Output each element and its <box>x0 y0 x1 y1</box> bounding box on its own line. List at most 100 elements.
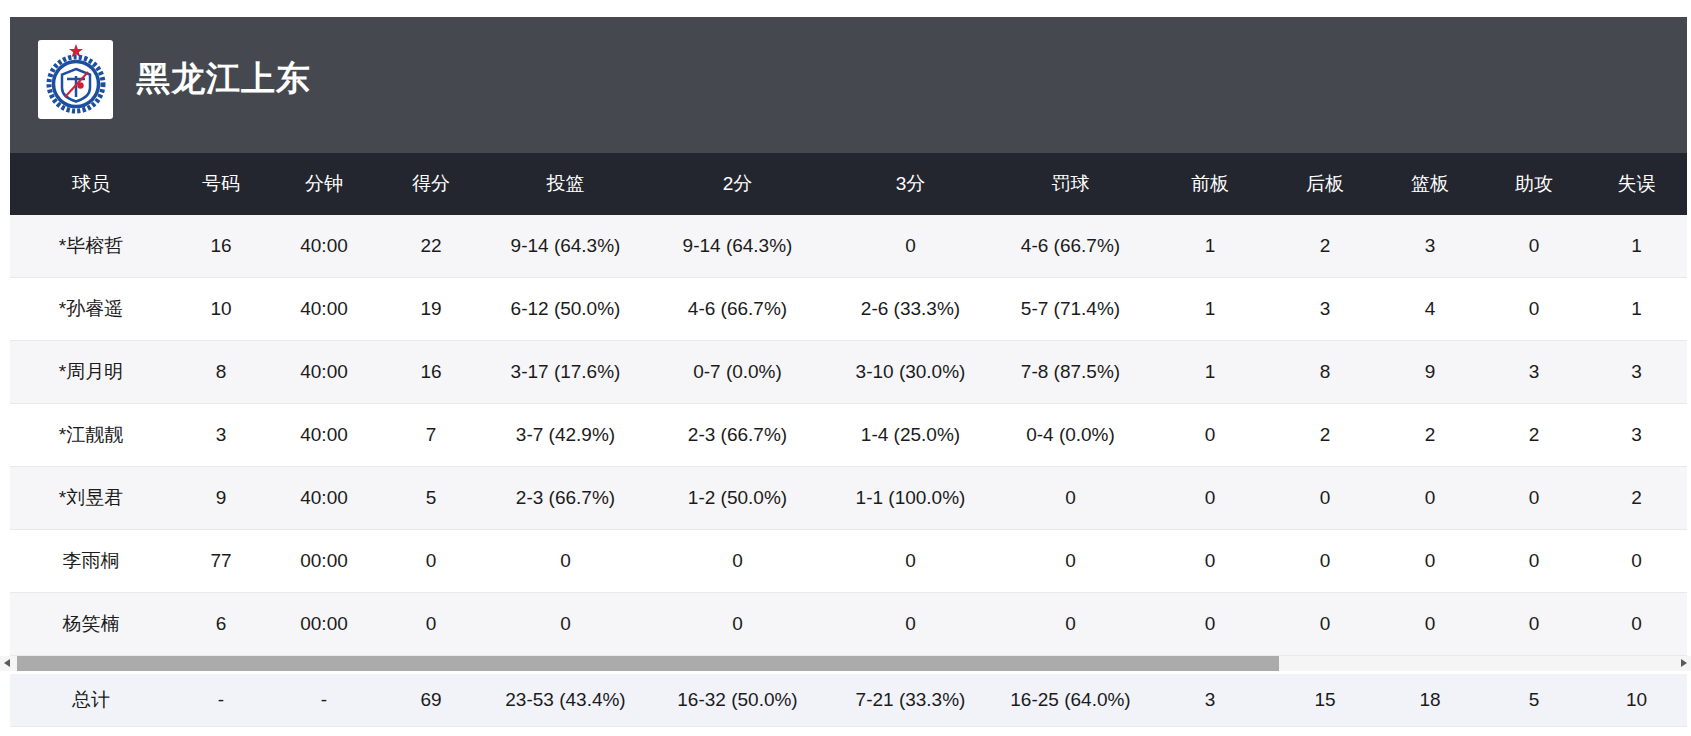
stat-cell: 1 <box>1148 341 1272 404</box>
stat-cell: 4-6 (66.7%) <box>647 278 828 341</box>
total-stat-cell: 15 <box>1272 674 1378 727</box>
stat-cell: 0 <box>828 593 993 656</box>
stat-cell: 1 <box>1586 278 1687 341</box>
stat-cell: 22 <box>378 215 484 278</box>
scrollbar-thumb[interactable] <box>17 656 1279 671</box>
scroll-right-arrow-icon[interactable] <box>1681 659 1687 667</box>
stat-cell: 8 <box>1272 341 1378 404</box>
stat-cell: 0 <box>484 530 647 593</box>
player-name: *毕榕哲 <box>10 215 172 278</box>
stat-cell: 3-10 (30.0%) <box>828 341 993 404</box>
stat-cell: 3 <box>1586 341 1687 404</box>
column-header: 3分 <box>828 153 993 215</box>
column-header: 球员 <box>10 153 172 215</box>
player-name: *刘昱君 <box>10 467 172 530</box>
stat-cell: 0 <box>1272 467 1378 530</box>
column-header: 罚球 <box>993 153 1148 215</box>
stat-cell: 1-4 (25.0%) <box>828 404 993 467</box>
stat-cell: 16 <box>172 215 270 278</box>
stat-cell: 0 <box>1482 467 1586 530</box>
stat-cell: 1 <box>1586 215 1687 278</box>
stat-cell: 5-7 (71.4%) <box>993 278 1148 341</box>
stat-cell: 77 <box>172 530 270 593</box>
stat-cell: 2 <box>1272 404 1378 467</box>
total-stat-cell: 16-32 (50.0%) <box>647 674 828 727</box>
stat-cell: 10 <box>172 278 270 341</box>
column-header: 号码 <box>172 153 270 215</box>
team-crest-icon <box>43 43 109 115</box>
stat-cell: 0 <box>993 467 1148 530</box>
total-stat-cell: 18 <box>1378 674 1482 727</box>
team-name: 黑龙江上东 <box>136 56 311 102</box>
total-stat-cell: 69 <box>378 674 484 727</box>
stat-cell: 0 <box>1272 530 1378 593</box>
stat-cell: 3 <box>1586 404 1687 467</box>
stat-cell: 00:00 <box>270 530 378 593</box>
stat-cell: 2 <box>1378 404 1482 467</box>
stat-cell: 0 <box>1272 593 1378 656</box>
stat-cell: 3 <box>1272 278 1378 341</box>
stat-cell: 1-2 (50.0%) <box>647 467 828 530</box>
stat-cell: 16 <box>378 341 484 404</box>
horizontal-scrollbar[interactable] <box>0 656 1691 671</box>
stat-cell: 0 <box>1378 530 1482 593</box>
stat-cell: 0 <box>828 530 993 593</box>
player-row: 李雨桐7700:000000000000 <box>10 530 1687 593</box>
stat-cell: 2-3 (66.7%) <box>484 467 647 530</box>
scroll-left-arrow-icon[interactable] <box>4 659 10 667</box>
stat-cell: 0 <box>993 530 1148 593</box>
stat-cell: 3 <box>1482 341 1586 404</box>
player-row: 杨笑楠600:000000000000 <box>10 593 1687 656</box>
column-header: 分钟 <box>270 153 378 215</box>
stat-cell: 0 <box>647 530 828 593</box>
stat-cell: 0 <box>1148 593 1272 656</box>
stat-cell: 0 <box>1148 530 1272 593</box>
stat-cell: 0 <box>1586 593 1687 656</box>
player-row: *周月明840:00163-17 (17.6%)0-7 (0.0%)3-10 (… <box>10 341 1687 404</box>
stat-cell: 9-14 (64.3%) <box>647 215 828 278</box>
player-row: *刘昱君940:0052-3 (66.7%)1-2 (50.0%)1-1 (10… <box>10 467 1687 530</box>
column-header: 助攻 <box>1482 153 1586 215</box>
total-table: 总计--6923-53 (43.4%)16-32 (50.0%)7-21 (33… <box>10 674 1687 727</box>
column-header: 篮板 <box>1378 153 1482 215</box>
stat-cell: 9 <box>172 467 270 530</box>
stat-cell: 3-17 (17.6%) <box>484 341 647 404</box>
stat-cell: 0 <box>484 593 647 656</box>
stat-cell: 0 <box>647 593 828 656</box>
stat-cell: 8 <box>172 341 270 404</box>
player-name: *孙睿遥 <box>10 278 172 341</box>
stat-cell: 19 <box>378 278 484 341</box>
team-logo <box>38 40 113 119</box>
stat-cell: 0 <box>378 530 484 593</box>
stat-cell: 3 <box>172 404 270 467</box>
stat-cell: 0 <box>993 593 1148 656</box>
table-body: *毕榕哲1640:00229-14 (64.3%)9-14 (64.3%)04-… <box>10 215 1687 656</box>
team-header: 黑龙江上东 <box>10 17 1687 153</box>
column-header: 失误 <box>1586 153 1687 215</box>
stat-cell: 0 <box>378 593 484 656</box>
stat-cell: 40:00 <box>270 278 378 341</box>
stat-cell: 4 <box>1378 278 1482 341</box>
total-stat-cell: 23-53 (43.4%) <box>484 674 647 727</box>
total-stat-cell: 3 <box>1148 674 1272 727</box>
stat-cell: 3-7 (42.9%) <box>484 404 647 467</box>
stat-cell: 40:00 <box>270 467 378 530</box>
column-header: 后板 <box>1272 153 1378 215</box>
column-header: 投篮 <box>484 153 647 215</box>
player-row: *毕榕哲1640:00229-14 (64.3%)9-14 (64.3%)04-… <box>10 215 1687 278</box>
stat-cell: 1 <box>1148 278 1272 341</box>
stat-cell: 5 <box>378 467 484 530</box>
player-name: *江靓靓 <box>10 404 172 467</box>
stat-cell: 3 <box>1378 215 1482 278</box>
stat-cell: 0 <box>1378 467 1482 530</box>
stat-cell: 7 <box>378 404 484 467</box>
stat-cell: 9 <box>1378 341 1482 404</box>
stat-cell: 0-4 (0.0%) <box>993 404 1148 467</box>
column-header: 2分 <box>647 153 828 215</box>
stat-cell: 00:00 <box>270 593 378 656</box>
team-stats-panel: 黑龙江上东 球员号码分钟得分投篮2分3分罚球前板后板篮板助攻失误 *毕榕哲164… <box>10 17 1687 727</box>
player-name: 李雨桐 <box>10 530 172 593</box>
stat-cell: 2-6 (33.3%) <box>828 278 993 341</box>
stat-cell: 7-8 (87.5%) <box>993 341 1148 404</box>
total-stat-cell: 7-21 (33.3%) <box>828 674 993 727</box>
